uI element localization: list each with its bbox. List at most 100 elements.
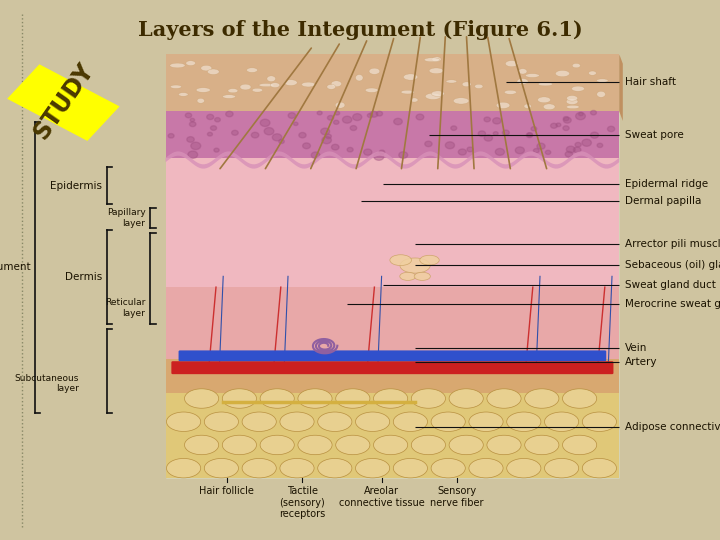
Circle shape bbox=[590, 111, 596, 115]
Circle shape bbox=[302, 143, 310, 148]
Ellipse shape bbox=[432, 57, 441, 62]
Ellipse shape bbox=[302, 82, 315, 87]
Circle shape bbox=[364, 149, 372, 155]
Ellipse shape bbox=[597, 91, 606, 97]
Ellipse shape bbox=[507, 458, 541, 478]
FancyBboxPatch shape bbox=[179, 350, 606, 361]
Ellipse shape bbox=[420, 255, 439, 265]
Ellipse shape bbox=[572, 63, 580, 68]
Polygon shape bbox=[619, 54, 623, 121]
Ellipse shape bbox=[270, 83, 280, 87]
Text: Merocrine sweat gland: Merocrine sweat gland bbox=[625, 299, 720, 309]
Circle shape bbox=[567, 146, 575, 153]
Ellipse shape bbox=[252, 88, 263, 92]
Ellipse shape bbox=[222, 94, 235, 98]
Ellipse shape bbox=[280, 458, 314, 478]
Circle shape bbox=[186, 137, 194, 142]
Text: Areolar
connective tissue: Areolar connective tissue bbox=[338, 486, 425, 508]
Ellipse shape bbox=[582, 458, 616, 478]
Circle shape bbox=[322, 137, 331, 144]
Ellipse shape bbox=[336, 435, 370, 455]
Ellipse shape bbox=[374, 435, 408, 455]
Ellipse shape bbox=[197, 98, 204, 103]
Circle shape bbox=[451, 126, 456, 130]
Ellipse shape bbox=[179, 93, 188, 96]
Circle shape bbox=[563, 126, 569, 131]
Text: Layers of the Integument (Figure 6.1): Layers of the Integument (Figure 6.1) bbox=[138, 20, 582, 40]
Circle shape bbox=[232, 130, 238, 136]
Circle shape bbox=[459, 149, 467, 155]
Text: Tactile
(sensory)
receptors: Tactile (sensory) receptors bbox=[279, 486, 325, 519]
Ellipse shape bbox=[518, 69, 527, 74]
Text: Sweat gland duct: Sweat gland duct bbox=[625, 280, 716, 289]
Ellipse shape bbox=[365, 88, 378, 92]
Circle shape bbox=[347, 147, 353, 152]
Circle shape bbox=[516, 147, 524, 154]
Circle shape bbox=[279, 139, 284, 144]
Ellipse shape bbox=[469, 412, 503, 431]
Ellipse shape bbox=[222, 389, 256, 408]
Ellipse shape bbox=[431, 458, 465, 478]
Ellipse shape bbox=[280, 412, 314, 431]
Text: Artery: Artery bbox=[625, 357, 657, 367]
Ellipse shape bbox=[431, 412, 465, 431]
Circle shape bbox=[207, 114, 214, 119]
Ellipse shape bbox=[504, 90, 516, 94]
Circle shape bbox=[492, 118, 501, 124]
Ellipse shape bbox=[356, 458, 390, 478]
Ellipse shape bbox=[562, 389, 597, 408]
Circle shape bbox=[478, 131, 485, 137]
Ellipse shape bbox=[318, 458, 352, 478]
Circle shape bbox=[367, 113, 373, 118]
FancyBboxPatch shape bbox=[166, 393, 619, 478]
Ellipse shape bbox=[400, 258, 431, 273]
Circle shape bbox=[399, 152, 408, 158]
FancyBboxPatch shape bbox=[166, 158, 619, 287]
Ellipse shape bbox=[505, 60, 518, 66]
Ellipse shape bbox=[517, 79, 528, 84]
Circle shape bbox=[565, 151, 572, 157]
Circle shape bbox=[214, 148, 219, 152]
Text: Hair follicle: Hair follicle bbox=[199, 486, 254, 496]
FancyBboxPatch shape bbox=[7, 64, 120, 141]
Ellipse shape bbox=[259, 84, 274, 87]
Text: Dermis: Dermis bbox=[65, 272, 102, 282]
Circle shape bbox=[335, 111, 340, 115]
Ellipse shape bbox=[454, 98, 469, 104]
FancyBboxPatch shape bbox=[166, 111, 619, 158]
Text: Papillary
layer: Papillary layer bbox=[107, 208, 145, 228]
Ellipse shape bbox=[525, 389, 559, 408]
Ellipse shape bbox=[582, 412, 616, 431]
Ellipse shape bbox=[284, 80, 297, 85]
Circle shape bbox=[467, 147, 473, 152]
Ellipse shape bbox=[469, 458, 503, 478]
Ellipse shape bbox=[186, 61, 195, 65]
Ellipse shape bbox=[356, 412, 390, 431]
Circle shape bbox=[331, 144, 339, 150]
Circle shape bbox=[333, 120, 339, 124]
Ellipse shape bbox=[336, 102, 345, 108]
Ellipse shape bbox=[462, 82, 471, 87]
Circle shape bbox=[272, 134, 282, 141]
Ellipse shape bbox=[331, 81, 341, 87]
Text: Epidermis: Epidermis bbox=[50, 181, 102, 191]
Circle shape bbox=[534, 148, 539, 153]
Text: Reticular
layer: Reticular layer bbox=[105, 298, 145, 318]
FancyBboxPatch shape bbox=[166, 359, 619, 478]
Circle shape bbox=[379, 150, 384, 154]
Ellipse shape bbox=[260, 389, 294, 408]
Ellipse shape bbox=[318, 412, 352, 431]
Text: Subcutaneous
layer: Subcutaneous layer bbox=[15, 374, 79, 393]
Circle shape bbox=[251, 132, 258, 138]
Circle shape bbox=[185, 113, 192, 118]
Circle shape bbox=[317, 111, 322, 115]
Ellipse shape bbox=[327, 84, 336, 89]
Circle shape bbox=[189, 122, 196, 126]
Circle shape bbox=[537, 143, 545, 149]
Ellipse shape bbox=[184, 389, 219, 408]
Ellipse shape bbox=[589, 71, 596, 75]
Ellipse shape bbox=[207, 69, 219, 75]
Circle shape bbox=[563, 117, 569, 121]
Ellipse shape bbox=[166, 412, 201, 431]
Ellipse shape bbox=[507, 412, 541, 431]
